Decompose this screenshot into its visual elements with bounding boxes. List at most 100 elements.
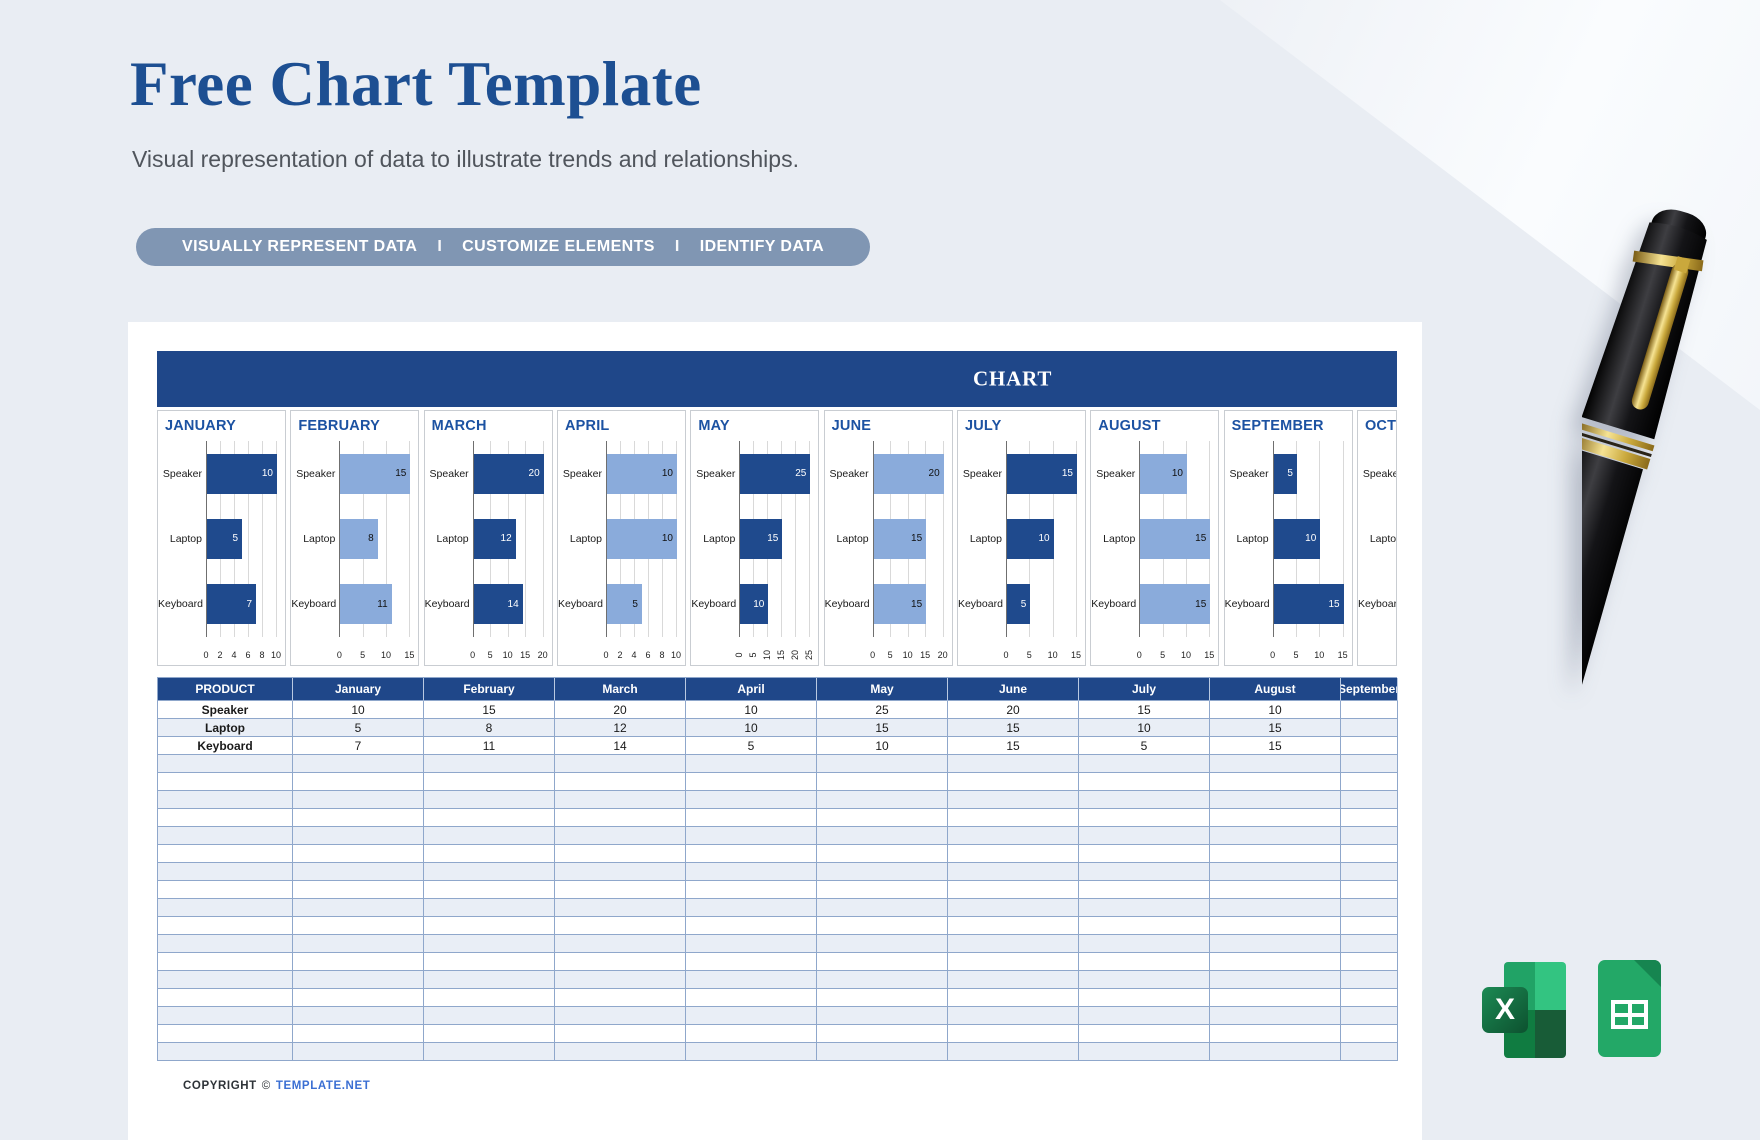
value-cell	[555, 881, 686, 899]
value-cell	[817, 917, 948, 935]
column-header-april: April	[686, 678, 817, 701]
gridline	[248, 441, 249, 637]
axis-tick-label: 20	[537, 650, 548, 660]
value-cell	[293, 881, 424, 899]
bar-row: Speaker 10	[158, 441, 285, 506]
category-label: Speaker	[1229, 467, 1269, 480]
value-cell	[424, 1025, 555, 1043]
value-cell	[1341, 719, 1398, 737]
google-sheets-icon[interactable]	[1598, 960, 1661, 1057]
bar-row: Keyboard	[1358, 572, 1396, 637]
badge-item-3: IDENTIFY DATA	[699, 238, 825, 255]
value-cell	[686, 791, 817, 809]
month-chart-january: JANUARY Speaker 10 Laptop 5 Keyboard 7 0 2 4 6 8 10	[157, 410, 286, 666]
bar: 15	[1006, 453, 1077, 494]
value-cell	[686, 881, 817, 899]
value-cell	[424, 791, 555, 809]
bar: 10	[606, 518, 677, 559]
value-cell	[424, 989, 555, 1007]
axis-tick-label: 20	[790, 649, 801, 661]
value-cell	[555, 953, 686, 971]
category-label: Speaker	[1362, 467, 1396, 480]
month-plot: Speaker 20 Laptop 15 Keyboard 15	[825, 441, 952, 637]
axis-tick-label: 8	[259, 650, 265, 660]
bar: 8	[340, 518, 378, 559]
value-cell	[555, 809, 686, 827]
value-cell	[1341, 899, 1398, 917]
category-label: Laptop	[1103, 532, 1136, 545]
axis-tick-label: 0	[336, 650, 342, 660]
bar-value: 8	[368, 533, 374, 545]
axis-tick-label: 0	[1136, 650, 1142, 660]
value-cell	[948, 899, 1079, 917]
value-cell	[424, 971, 555, 989]
bar-row: Keyboard 5	[558, 572, 685, 637]
value-cell	[1341, 701, 1398, 719]
value-cell	[1341, 881, 1398, 899]
category-label: Keyboard	[824, 598, 870, 611]
month-plot: Speaker 5 Laptop 10 Keyboard 15	[1225, 441, 1352, 637]
bar: 5	[1273, 453, 1297, 494]
value-cell	[555, 773, 686, 791]
table-row-empty	[158, 845, 1398, 863]
bar: 20	[873, 453, 944, 494]
value-cell	[424, 755, 555, 773]
column-header-january: January	[293, 678, 424, 701]
product-cell	[158, 755, 293, 773]
value-cell	[424, 899, 555, 917]
axis-ticks: 0 5 10 15 20	[425, 646, 552, 660]
value-cell	[1341, 989, 1398, 1007]
bar-row: Laptop 15	[1091, 506, 1218, 571]
category-label: Keyboard	[291, 598, 337, 611]
month-plot: Speaker 15 Laptop 10 Keyboard 5	[958, 441, 1085, 637]
value-cell	[948, 863, 1079, 881]
value-cell	[555, 935, 686, 953]
table-row-empty	[158, 1043, 1398, 1061]
category-label: Speaker	[962, 467, 1002, 480]
value-cell	[1341, 737, 1398, 755]
axis-line	[206, 441, 207, 637]
category-label: Keyboard	[1224, 598, 1270, 611]
value-cell: 11	[424, 737, 555, 755]
bar: 15	[1273, 584, 1344, 625]
value-cell	[948, 1007, 1079, 1025]
value-cell: 15	[817, 719, 948, 737]
value-cell	[817, 773, 948, 791]
sheets-grid-glyph	[1611, 1000, 1648, 1029]
value-cell	[1341, 1043, 1398, 1061]
bar: 10	[1273, 518, 1321, 559]
value-cell	[1079, 953, 1210, 971]
axis-tick-label: 15	[776, 649, 787, 661]
axis-tick-label: 15	[1337, 650, 1348, 660]
axis-tick-label: 15	[520, 650, 531, 660]
product-cell	[158, 1043, 293, 1061]
column-header-march: March	[555, 678, 686, 701]
template-net-link[interactable]: TEMPLATE.NET	[275, 1080, 371, 1092]
value-cell	[424, 863, 555, 881]
value-cell	[1210, 1043, 1341, 1061]
column-header-product: PRODUCT	[158, 678, 293, 701]
bar-value: 5	[232, 533, 238, 545]
axis-ticks: 0 5 10 15	[291, 646, 418, 660]
table-row-empty	[158, 989, 1398, 1007]
value-cell	[293, 989, 424, 1007]
category-label: Laptop	[569, 532, 602, 545]
column-header-august: August	[1210, 678, 1341, 701]
axis-tick-label: 10	[902, 650, 913, 660]
axis-tick-label: 6	[245, 650, 251, 660]
bar-value: 20	[928, 468, 940, 480]
axis-tick-label: 5	[360, 650, 366, 660]
value-cell	[686, 917, 817, 935]
axis-ticks: 0 5 10 15	[958, 646, 1085, 660]
copyright-line: COPYRIGHT © TEMPLATE.NET	[183, 1080, 370, 1092]
month-plot: Speaker 15 Laptop 8 Keyboard 11	[291, 441, 418, 637]
value-cell	[293, 809, 424, 827]
axis-tick-label: 10	[762, 649, 773, 661]
excel-icon[interactable]: X	[1482, 962, 1566, 1058]
table-row-laptop: Laptop 5 8 12 10 15 15 10 15	[158, 719, 1398, 737]
gridline	[809, 441, 811, 637]
product-cell: Laptop	[158, 719, 293, 737]
axis-tick-label: 5	[1293, 650, 1299, 660]
bar-row: Speaker 25	[691, 441, 818, 506]
